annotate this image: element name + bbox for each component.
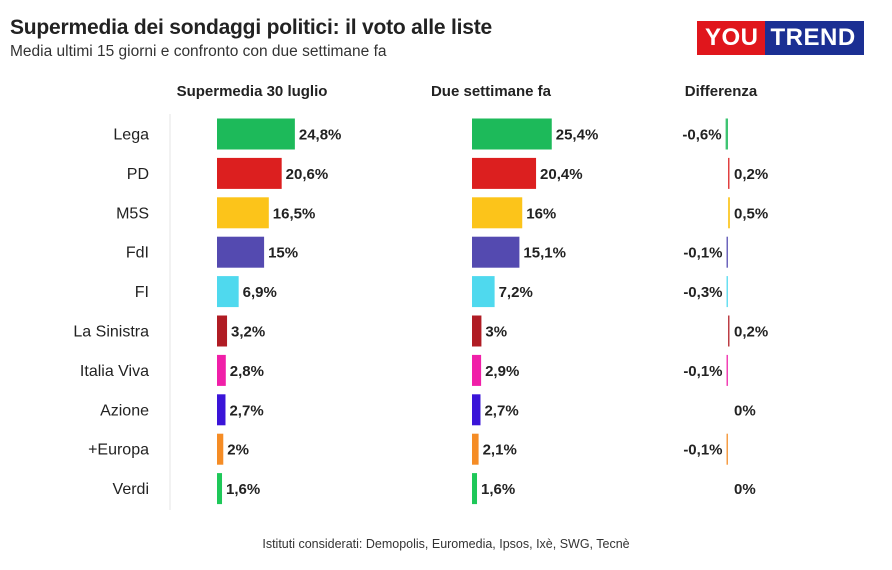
bar-difference-europa — [726, 433, 728, 465]
bar-current-azione — [217, 394, 226, 426]
value-label-previous-fi: 7,2% — [499, 284, 533, 301]
value-label-previous-azione: 2,7% — [484, 402, 518, 419]
value-label-difference-la-sinistra: 0,2% — [734, 324, 768, 341]
category-label-verdi: Verdi — [113, 481, 149, 498]
value-label-previous-verdi: 1,6% — [481, 481, 515, 498]
value-label-previous-italia-viva: 2,9% — [485, 363, 519, 380]
value-label-difference-fdi: -0,1% — [683, 245, 722, 262]
value-label-difference-italia-viva: -0,1% — [683, 363, 722, 380]
category-label-la-sinistra: La Sinistra — [73, 324, 149, 341]
value-label-current-azione: 2,7% — [229, 402, 263, 419]
category-label-m5s: M5S — [116, 205, 149, 222]
bar-difference-italia-viva — [726, 354, 728, 386]
bar-difference-pd — [728, 157, 730, 189]
bar-current-verdi — [217, 473, 223, 505]
category-label-europa: +Europa — [88, 442, 149, 459]
bar-current-europa — [217, 433, 224, 465]
bar-previous-m5s — [472, 197, 523, 229]
bar-previous-europa — [472, 433, 479, 465]
bar-previous-la-sinistra — [472, 315, 482, 347]
logo-part-trend: TREND — [764, 21, 864, 55]
value-label-difference-azione: 0% — [734, 402, 756, 419]
bar-previous-pd — [472, 157, 537, 189]
value-label-current-verdi: 1,6% — [226, 481, 260, 498]
value-label-previous-fdi: 15,1% — [523, 245, 566, 262]
bar-current-fi — [217, 276, 239, 308]
value-label-current-fi: 6,9% — [243, 284, 277, 301]
bar-difference-lega — [725, 118, 728, 150]
youtrend-logo: YOU TREND — [697, 21, 864, 55]
value-label-difference-verdi: 0% — [734, 481, 756, 498]
source-note: Istituti considerati: Demopolis, Euromed… — [262, 537, 630, 551]
value-label-difference-lega: -0,6% — [682, 127, 721, 144]
bar-current-fdi — [217, 236, 265, 268]
value-label-previous-lega: 25,4% — [556, 127, 599, 144]
bar-previous-fdi — [472, 236, 520, 268]
column-header-3: Differenza — [685, 83, 758, 100]
bar-previous-fi — [472, 276, 495, 308]
category-label-fi: FI — [135, 284, 149, 301]
value-label-difference-pd: 0,2% — [734, 166, 768, 183]
bar-difference-fdi — [726, 236, 728, 268]
bar-previous-azione — [472, 394, 481, 426]
logo-part-you: YOU — [697, 21, 765, 55]
bar-previous-lega — [472, 118, 552, 150]
bar-difference-la-sinistra — [728, 315, 730, 347]
value-label-difference-m5s: 0,5% — [734, 205, 768, 222]
value-label-current-pd: 20,6% — [286, 166, 329, 183]
value-label-previous-m5s: 16% — [526, 205, 556, 222]
bar-current-italia-viva — [217, 354, 226, 386]
chart-title: Supermedia dei sondaggi politici: il vot… — [10, 16, 493, 39]
value-label-current-la-sinistra: 3,2% — [231, 324, 265, 341]
bar-current-pd — [217, 157, 282, 189]
category-label-italia-viva: Italia Viva — [80, 363, 149, 380]
value-label-current-fdi: 15% — [268, 245, 298, 262]
chart-subtitle: Media ultimi 15 giorni e confronto con d… — [10, 43, 387, 60]
bar-difference-m5s — [728, 197, 730, 229]
value-label-previous-la-sinistra: 3% — [485, 324, 507, 341]
bar-current-m5s — [217, 197, 269, 229]
bar-current-lega — [217, 118, 295, 150]
category-label-fdi: FdI — [126, 245, 149, 262]
category-label-lega: Lega — [113, 127, 149, 144]
value-label-previous-pd: 20,4% — [540, 166, 583, 183]
column-header-1: Supermedia 30 luglio — [177, 83, 328, 100]
value-label-current-m5s: 16,5% — [273, 205, 316, 222]
value-label-current-europa: 2% — [227, 442, 249, 459]
value-label-previous-europa: 2,1% — [483, 442, 517, 459]
bar-difference-fi — [726, 276, 728, 308]
bar-previous-verdi — [472, 473, 478, 505]
value-label-current-italia-viva: 2,8% — [230, 363, 264, 380]
value-label-difference-europa: -0,1% — [683, 442, 722, 459]
category-label-azione: Azione — [100, 402, 149, 419]
bar-current-la-sinistra — [217, 315, 228, 347]
bar-previous-italia-viva — [472, 354, 482, 386]
column-header-2: Due settimane fa — [431, 83, 552, 100]
category-label-pd: PD — [127, 166, 149, 183]
value-label-current-lega: 24,8% — [299, 127, 342, 144]
value-label-difference-fi: -0,3% — [683, 284, 722, 301]
